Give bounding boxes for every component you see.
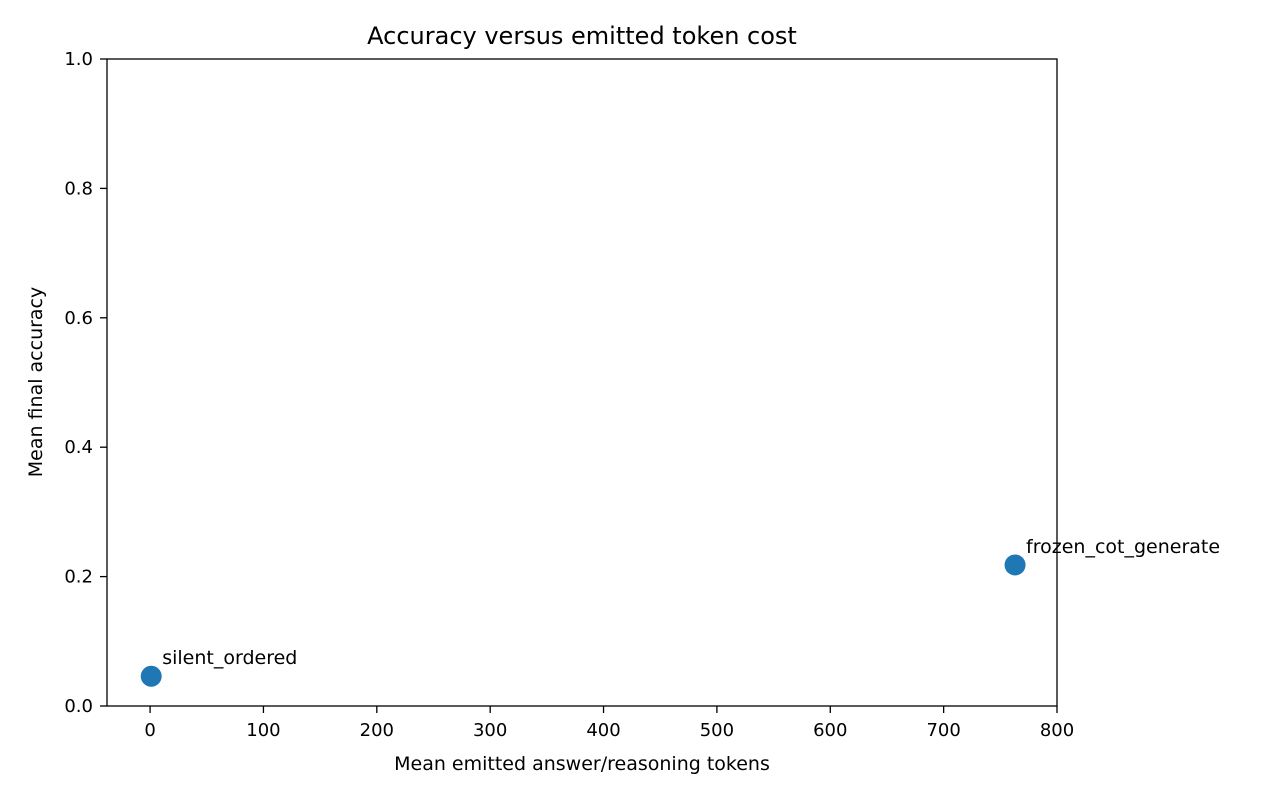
x-tick-label-8: 800 [1040,720,1074,741]
x-tick-label-6: 600 [813,720,847,741]
data-point-label-0: silent_ordered [162,647,297,669]
x-tick-label-0: 0 [144,720,155,741]
x-tick-label-3: 300 [473,720,507,741]
y-tick-label-3: 0.6 [64,308,93,329]
y-axis-ticks: 0.0 0.2 0.4 0.6 0.8 1.0 [64,49,107,717]
y-axis-label: Mean final accuracy [25,287,47,478]
y-tick-label-4: 0.8 [64,178,93,199]
data-point-frozen_cot_generate [1004,554,1026,576]
x-tick-label-2: 200 [360,720,394,741]
x-axis-label: Mean emitted answer/reasoning tokens [394,753,770,775]
x-tick-label-4: 400 [586,720,620,741]
x-tick-label-7: 700 [926,720,960,741]
y-tick-label-2: 0.4 [64,437,93,458]
chart-title: Accuracy versus emitted token cost [367,22,797,50]
x-tick-label-1: 100 [246,720,280,741]
data-points: silent_ordered frozen_cot_generate [140,536,1220,687]
x-axis-ticks: 0 100 200 300 400 500 600 700 800 [144,706,1074,741]
y-tick-label-0: 0.0 [64,696,93,717]
y-tick-label-1: 0.2 [64,567,93,588]
y-tick-label-5: 1.0 [64,49,93,70]
x-tick-label-5: 500 [700,720,734,741]
data-point-label-1: frozen_cot_generate [1026,536,1220,558]
plot-frame [106,58,1058,707]
data-point-silent_ordered [140,665,162,687]
